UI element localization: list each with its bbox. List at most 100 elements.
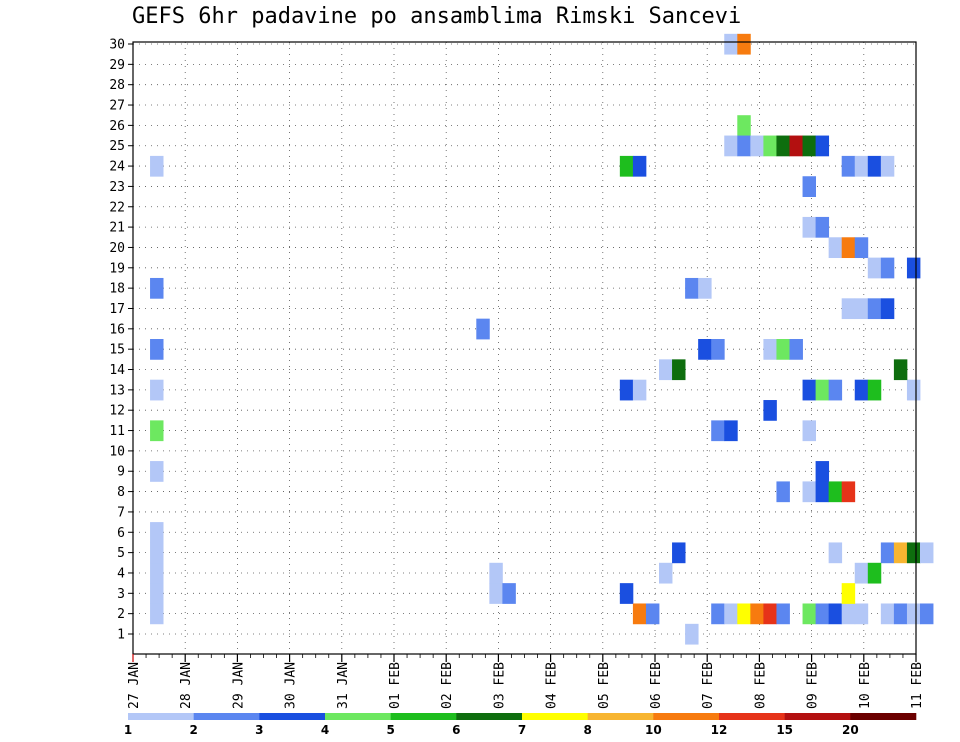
precip-cell <box>815 461 830 482</box>
precip-cells <box>150 33 934 645</box>
y-tick-label: 29 <box>109 58 125 73</box>
precip-cell <box>841 583 856 604</box>
y-tick-label: 8 <box>117 485 125 500</box>
colorbar-label: 12 <box>711 723 728 737</box>
precip-cell <box>659 359 673 381</box>
y-tick-label: 3 <box>117 587 125 602</box>
y-tick-label: 17 <box>109 302 125 317</box>
precip-cell <box>150 542 164 564</box>
y-tick-label: 6 <box>117 526 125 541</box>
y-tick-label: 9 <box>117 465 125 480</box>
x-tick-label: 06 FEB <box>649 662 664 709</box>
precip-cell <box>632 379 647 401</box>
precip-cell <box>893 542 908 564</box>
precip-cell <box>867 562 882 584</box>
colorbar-label: 1 <box>124 723 132 737</box>
precip-cell <box>802 420 816 442</box>
chart-title: GEFS 6hr padavine po ansamblima Rimski S… <box>132 4 742 29</box>
y-tick-label: 19 <box>109 261 125 276</box>
precip-cell <box>750 135 764 157</box>
precip-cell <box>150 583 164 604</box>
precip-cell <box>776 135 790 157</box>
colorbar-label: 4 <box>321 723 329 737</box>
precip-cell <box>880 542 895 564</box>
colorbar-swatch <box>784 713 851 720</box>
precip-cell <box>476 318 490 340</box>
precip-cell <box>150 155 164 177</box>
x-tick-label: 08 FEB <box>753 662 768 709</box>
precip-cell <box>776 603 790 625</box>
x-tick-label: 30 JAN <box>284 662 299 709</box>
y-tick-label: 16 <box>109 322 125 337</box>
precip-cell <box>880 257 895 279</box>
y-tick-label: 7 <box>117 505 125 520</box>
precip-cell <box>619 379 634 401</box>
y-tick-label: 15 <box>109 343 125 358</box>
x-tick-label: 28 JAN <box>179 662 194 709</box>
precip-cell <box>698 339 712 360</box>
colorbar-label: 6 <box>452 723 460 737</box>
precip-cell <box>906 603 921 625</box>
precip-cell <box>841 237 856 259</box>
precip-cell <box>893 603 908 625</box>
precip-cell <box>502 583 516 604</box>
precip-cell <box>150 603 164 625</box>
precip-cell <box>854 155 869 177</box>
precip-cell <box>737 115 751 136</box>
precip-cell <box>880 298 895 320</box>
precip-cell <box>906 379 921 401</box>
precip-cell <box>150 379 164 401</box>
precip-cell <box>802 135 816 157</box>
precip-cell <box>632 155 647 177</box>
x-tick-label: 29 JAN <box>231 662 246 709</box>
precip-cell <box>763 135 777 157</box>
colorbar-swatch <box>653 713 720 720</box>
y-tick-label: 2 <box>117 607 125 622</box>
precip-cell <box>659 562 673 584</box>
precip-cell <box>737 135 751 157</box>
precip-cell <box>776 481 790 503</box>
y-tick-label: 10 <box>109 444 125 459</box>
precip-cell <box>815 603 830 625</box>
precip-cell <box>841 155 856 177</box>
precip-cell <box>880 155 895 177</box>
precip-cell <box>854 298 869 320</box>
x-axis: 27 JAN 28 JAN 29 JAN 30 JAN 31 JAN 01 FEB 02 F… <box>127 654 925 709</box>
y-tick-label: 13 <box>109 383 125 398</box>
precip-cell <box>815 481 830 503</box>
precip-cell <box>867 298 882 320</box>
precip-cell <box>724 603 738 625</box>
precip-cell <box>724 135 738 157</box>
y-tick-label: 28 <box>109 78 125 93</box>
precip-cell <box>489 562 503 584</box>
y-tick-label: 27 <box>109 99 125 114</box>
precip-cell <box>672 542 686 564</box>
precip-cell <box>711 603 725 625</box>
x-tick-label: 11 FEB <box>910 662 925 709</box>
precip-cell <box>645 603 660 625</box>
precip-cell <box>489 583 503 604</box>
y-tick-label: 5 <box>117 546 125 561</box>
y-tick-label: 12 <box>109 404 125 419</box>
precip-cell <box>815 379 830 401</box>
y-tick-label: 1 <box>117 628 125 643</box>
x-tick-label: 04 FEB <box>545 662 560 709</box>
colorbar-label: 15 <box>776 723 793 737</box>
colorbar-label: 5 <box>386 723 394 737</box>
precip-cell <box>711 420 725 442</box>
precip-cell <box>906 542 921 564</box>
precip-cell <box>724 420 738 442</box>
precip-cell <box>893 359 908 381</box>
y-axis: 1234567891011121314151617181920212223242… <box>109 38 133 643</box>
grid-lines <box>132 42 917 654</box>
precip-cell <box>828 237 843 259</box>
precip-cell <box>763 603 777 625</box>
precip-cell <box>776 339 790 360</box>
precip-cell <box>815 216 830 238</box>
colorbar: 1 2 3 4 5 6 7 8 10 12 15 20 <box>124 713 917 737</box>
x-tick-label: 02 FEB <box>440 662 455 709</box>
precip-cell <box>763 400 777 421</box>
precip-cell <box>685 277 699 299</box>
precip-cell <box>711 339 725 360</box>
colorbar-swatch <box>193 713 260 720</box>
